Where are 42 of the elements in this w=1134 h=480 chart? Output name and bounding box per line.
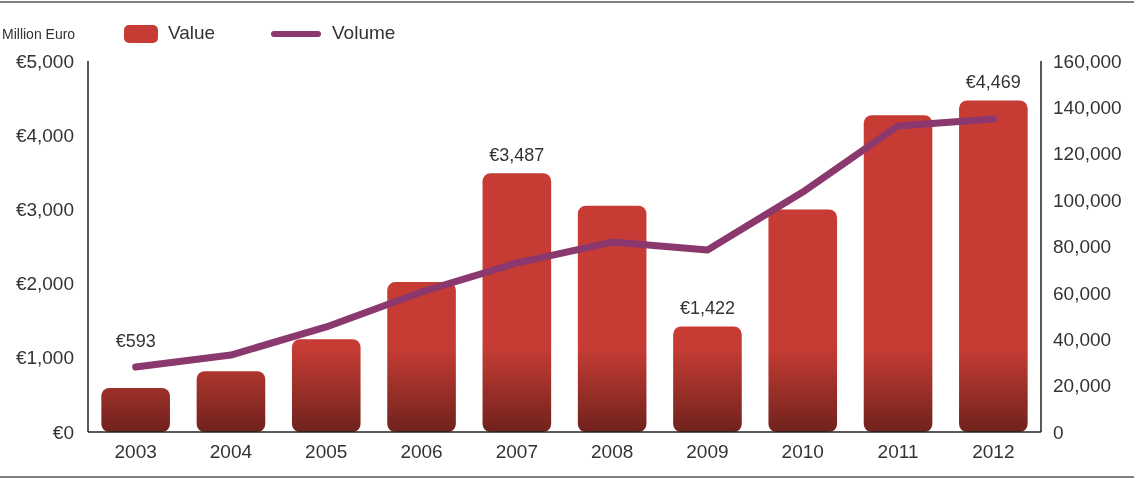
data-label: €3,487 [489,145,545,166]
x-tick-label: 2011 [877,441,919,462]
y-tick-label: €4,000 [15,124,74,146]
x-tick-label: 2005 [305,441,348,462]
legend-label: Value [168,22,216,43]
y2-tick-label: 20,000 [1053,375,1112,397]
y-tick-label: €0 [52,421,74,443]
data-label: €593 [115,331,156,352]
bar [673,326,742,432]
y-tick-label: €1,000 [15,347,74,369]
bar [387,282,456,432]
data-label: €1,422 [679,298,735,319]
bar [577,205,647,432]
legend-label: Volume [332,22,396,43]
x-tick-label: 2012 [972,441,1015,462]
bar [482,173,552,432]
y2-tick-label: 60,000 [1053,282,1112,304]
x-tick-label: 2007 [495,441,538,462]
bar [768,209,838,432]
y2-tick-label: 120,000 [1053,143,1122,165]
x-tick-label: 2004 [209,441,253,462]
x-tick-label: 2003 [114,441,157,462]
y2-tick-label: 0 [1053,421,1064,443]
y2-tick-label: 100,000 [1053,189,1122,211]
y2-tick-label: 140,000 [1053,97,1122,119]
y2-tick-label: 160,000 [1053,50,1122,72]
y-tick-label: €5,000 [15,50,74,72]
x-tick-label: 2010 [781,441,824,462]
y-tick-label: €3,000 [15,199,74,221]
y-tick-label: €2,000 [15,273,74,295]
y-axis-title: Million Euro [2,26,76,42]
data-label: €4,469 [965,72,1021,93]
y2-tick-label: 80,000 [1053,236,1112,258]
x-tick-label: 2009 [686,441,729,462]
x-tick-label: 2006 [400,441,443,462]
y2-tick-label: 40,000 [1053,328,1112,350]
bar [196,371,266,432]
bar [291,339,361,432]
x-tick-label: 2008 [591,441,634,462]
bar [863,115,933,432]
bar [101,388,170,432]
bar [959,100,1028,432]
